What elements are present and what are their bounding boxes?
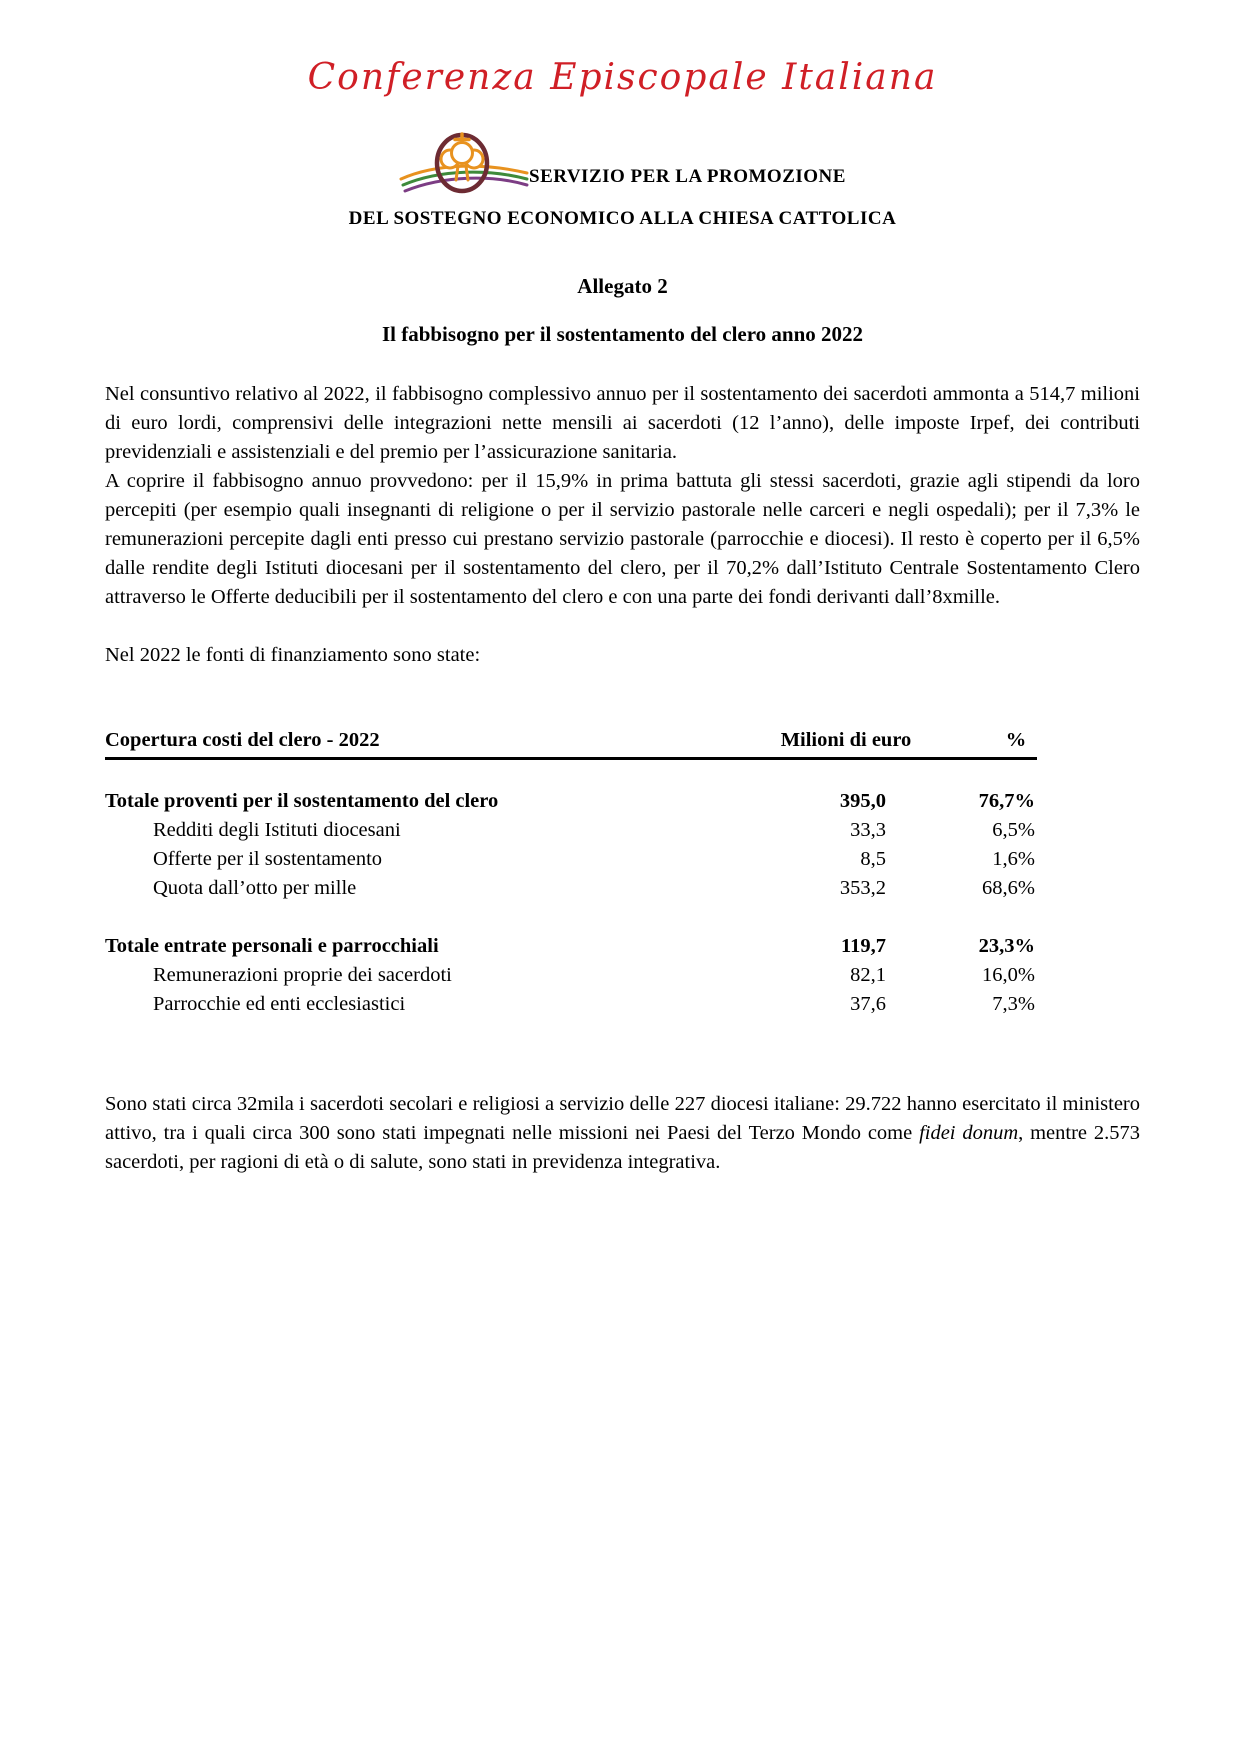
closing-text-before: Sono stati circa 32mila i sacerdoti seco… [105,1093,1140,1144]
row-percent: 7,3% [992,993,1035,1015]
table-row-remunerazioni: Remunerazioni proprie dei sacerdoti 82,1… [105,961,1037,990]
row-percent: 76,7% [978,790,1035,812]
column-header-percent: % [1005,729,1027,751]
body-text: Nel consuntivo relativo al 2022, il fabb… [105,380,1140,612]
letterhead-script-title: Conferenza Episcopale Italiana [307,57,938,98]
org-name-line2: DEL SOSTEGNO ECONOMICO ALLA CHIESA CATTO… [348,208,897,229]
column-header-millions: Milioni di euro [780,729,912,751]
closing-text-after: , mentre 2.573 sacerdoti, per ragioni di… [105,1122,1140,1173]
row-percent: 6,5% [992,819,1035,841]
row-amount: 119,7 [841,935,886,957]
row-percent: 16,0% [982,964,1035,986]
letterhead-row: SERVIZIO PER LA PROMOZIONE [105,126,1140,198]
table-row-offerte: Offerte per il sostentamento 8,5 1,6% [105,845,1037,874]
row-amount: 353,2 [839,877,886,899]
table-row-totale-proventi: Totale proventi per il sostentamento del… [105,787,1037,816]
cei-sovvenire-logo-icon [399,126,529,198]
table-row-parrocchie: Parrocchie ed enti ecclesiastici 37,6 7,… [105,990,1037,1019]
row-amount: 33,3 [850,819,886,841]
row-label: Totale entrate personali e parrocchiali [105,935,439,957]
paragraph-consuntivo: Nel consuntivo relativo al 2022, il fabb… [105,383,1140,463]
row-amount: 37,6 [850,993,886,1015]
column-header-label: Copertura costi del clero - 2022 [105,729,380,751]
funding-table-header: Copertura costi del clero - 2022 Milioni… [105,727,1037,760]
row-amount: 395,0 [839,790,886,812]
sources-intro-line: Nel 2022 le fonti di finanziamento sono … [105,644,481,666]
row-percent: 1,6% [992,848,1035,870]
row-amount: 8,5 [860,848,886,870]
funding-table-body: Totale proventi per il sostentamento del… [105,787,1037,1019]
funding-table: Copertura costi del clero - 2022 Milioni… [105,727,1037,1019]
row-label: Totale proventi per il sostentamento del… [105,790,499,812]
org-name-line1: SERVIZIO PER LA PROMOZIONE [529,166,846,187]
attachment-label: Allegato 2 [577,274,668,298]
row-amount: 82,1 [850,964,886,986]
row-label: Quota dall’otto per mille [153,877,357,899]
document-title: Il fabbisogno per il sostentamento del c… [381,322,864,346]
closing-paragraph: Sono stati circa 32mila i sacerdoti seco… [105,1090,1140,1177]
paragraph-copertura: A coprire il fabbisogno annuo provvedono… [105,470,1140,608]
row-percent: 68,6% [982,877,1035,899]
closing-italic-latin-phrase: fidei donum [919,1122,1019,1144]
row-label: Remunerazioni proprie dei sacerdoti [153,964,452,986]
table-row-redditi-istituti: Redditi degli Istituti diocesani 33,3 6,… [105,816,1037,845]
row-label: Redditi degli Istituti diocesani [153,819,401,841]
table-row-otto-per-mille: Quota dall’otto per mille 353,2 68,6% [105,874,1037,903]
table-row-totale-entrate: Totale entrate personali e parrocchiali … [105,932,1037,961]
row-percent: 23,3% [978,935,1035,957]
row-label: Offerte per il sostentamento [153,848,383,870]
row-label: Parrocchie ed enti ecclesiastici [153,993,406,1015]
